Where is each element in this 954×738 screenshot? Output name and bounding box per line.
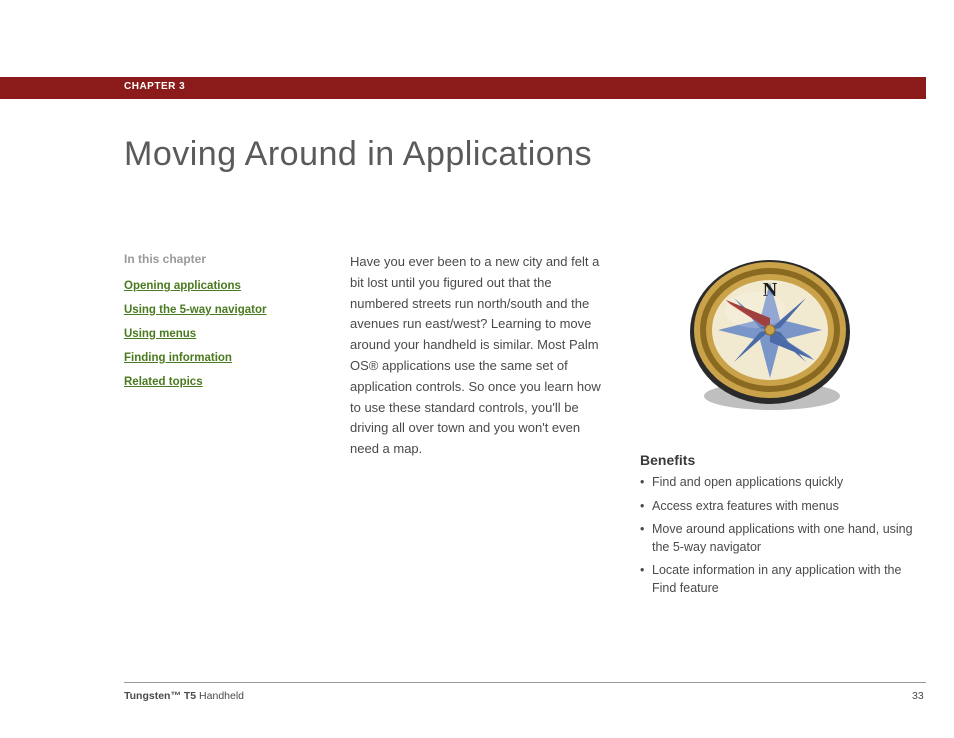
- chapter-label: CHAPTER 3: [124, 81, 185, 92]
- footer-rule: [124, 682, 926, 683]
- footer-product: Tungsten™ T5 Handheld: [124, 690, 244, 702]
- benefit-item: Move around applications with one hand, …: [640, 521, 925, 556]
- toc-link-opening[interactable]: Opening applications: [124, 280, 324, 292]
- toc-link-menus[interactable]: Using menus: [124, 328, 324, 340]
- chapter-bar: CHAPTER 3: [0, 77, 926, 99]
- compass-icon: N: [680, 248, 860, 418]
- toc-link-navigator[interactable]: Using the 5-way navigator: [124, 304, 324, 316]
- page-number: 33: [912, 690, 924, 702]
- toc-heading: In this chapter: [124, 252, 324, 266]
- toc-link-finding[interactable]: Finding information: [124, 352, 324, 364]
- benefits-section: Benefits Find and open applications quic…: [640, 452, 925, 603]
- toc-sidebar: In this chapter Opening applications Usi…: [124, 252, 324, 400]
- benefits-list: Find and open applications quickly Acces…: [640, 474, 925, 597]
- compass-image: N: [680, 248, 860, 418]
- footer-product-rest: Handheld: [196, 690, 244, 702]
- benefit-item: Find and open applications quickly: [640, 474, 925, 492]
- benefit-item: Access extra features with menus: [640, 498, 925, 516]
- intro-paragraph: Have you ever been to a new city and fel…: [350, 252, 610, 460]
- benefit-item: Locate information in any application wi…: [640, 562, 925, 597]
- toc-link-related[interactable]: Related topics: [124, 376, 324, 388]
- page-title: Moving Around in Applications: [124, 135, 592, 174]
- benefits-heading: Benefits: [640, 452, 925, 468]
- footer-product-bold: Tungsten™ T5: [124, 690, 196, 702]
